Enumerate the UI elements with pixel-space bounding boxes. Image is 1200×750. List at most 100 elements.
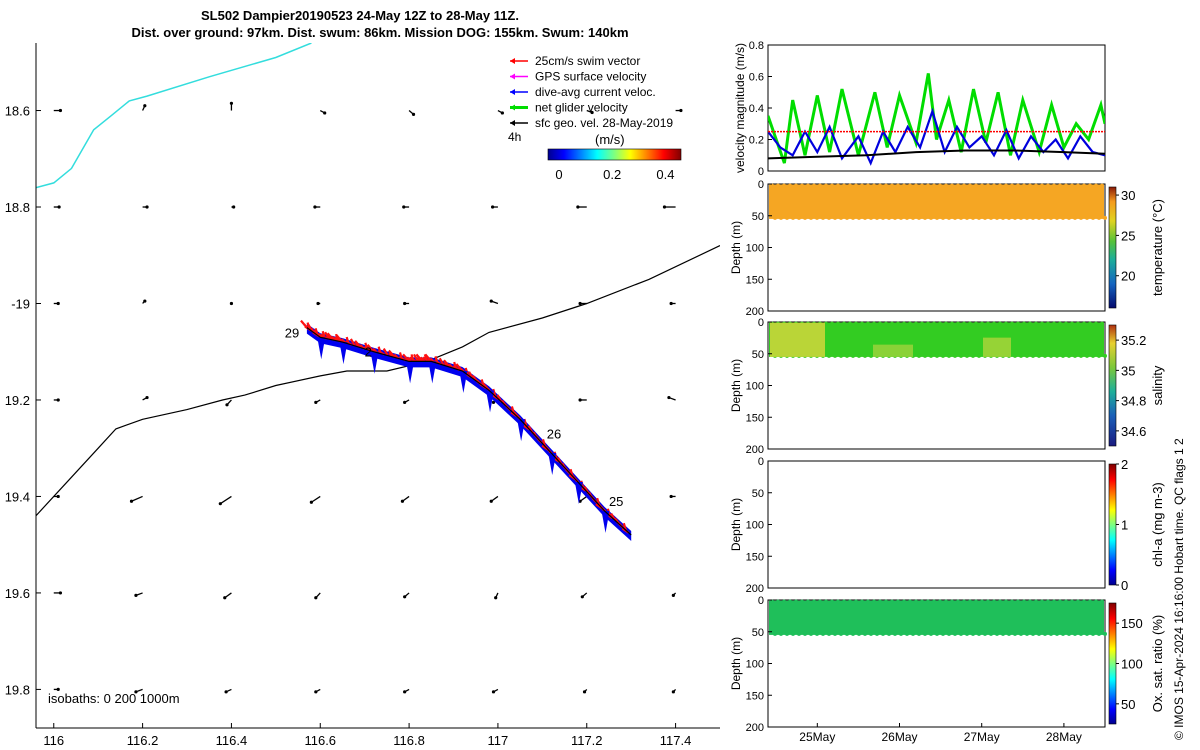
depth-data-dot (1103, 215, 1107, 220)
depth-data-dot (818, 183, 822, 188)
depth-data-dot (806, 183, 810, 188)
depth-data-dot (914, 183, 918, 188)
colorbar-tick-label: 20 (1121, 269, 1135, 284)
depth-data-dot (818, 599, 822, 604)
depth-data-dot (905, 631, 909, 636)
depth-data-dot (836, 321, 840, 326)
depth-data-dot (896, 599, 900, 604)
depth-data-dot (911, 631, 915, 636)
depth-data-dot (797, 215, 801, 220)
depth-data-dot (848, 321, 852, 326)
date-x-tick-label: 28May (1046, 730, 1082, 744)
day-label: 26 (547, 427, 561, 442)
depth-data-dot (944, 599, 948, 604)
depth-y-tick-label: 100 (746, 243, 764, 255)
depth-data-dot (992, 599, 996, 604)
depth-data-dot (902, 183, 906, 188)
depth-data-dot (908, 321, 912, 326)
depth-y-tick-label: 150 (746, 551, 764, 563)
panel-colorbar (1108, 602, 1117, 725)
surface-vel-arrow-head (667, 395, 671, 400)
surface-vel-arrow-head (56, 301, 60, 306)
depth-data-dot (854, 183, 858, 188)
depth-data-dot (1028, 599, 1032, 604)
depth-data-dot (1010, 321, 1014, 326)
colorbar-tick-label: 2 (1121, 457, 1128, 472)
depth-data-dot (800, 599, 804, 604)
colorbar-tick-label: 0 (555, 167, 562, 182)
surface-vel-arrow-head (578, 398, 582, 402)
velocity-plot-area (768, 73, 1105, 166)
depth-data-dot (866, 321, 870, 326)
depth-y-tick-label: 150 (746, 412, 764, 424)
depth-data-dot (956, 321, 960, 326)
depth-data-dot (1052, 321, 1056, 326)
depth-data-dot (926, 599, 930, 604)
depth-data-dot (965, 631, 969, 636)
depth-data-dot (875, 215, 879, 220)
surface-vel-arrow-head (56, 398, 60, 402)
depth-data-band (769, 184, 1104, 219)
depth-data-dot (821, 631, 825, 636)
depth-data-dot (1100, 599, 1104, 604)
depth-data-dot (968, 321, 972, 326)
depth-data-dot (1016, 183, 1020, 188)
depth-data-dot (1058, 183, 1062, 188)
depth-data-dot (938, 321, 942, 326)
depth-data-dot (1004, 321, 1008, 326)
depth-data-dot (1079, 631, 1083, 636)
depth-data-dot (794, 183, 798, 188)
colorbar-tick-label: 0 (1121, 578, 1128, 593)
depth-data-dot (974, 321, 978, 326)
surface-vel-arrow (219, 495, 232, 505)
depth-data-dot (875, 631, 879, 636)
depth-data-dot (920, 599, 924, 604)
depth-data-dot (983, 631, 987, 636)
depth-data-dot (872, 183, 876, 188)
depth-data-dot (860, 183, 864, 188)
swim-vector (422, 356, 430, 363)
depth-data-dot (1061, 631, 1065, 636)
colorbar-axis-label: chl-a (mg m-3) (1150, 482, 1165, 567)
swim-vector (354, 340, 362, 349)
depth-data-dot (986, 599, 990, 604)
depth-data-dot (1079, 353, 1083, 358)
depth-data-dot (1025, 631, 1029, 636)
swim-vector (409, 356, 417, 363)
surface-vel-arrow-head (58, 591, 63, 595)
salinity-patch (770, 322, 825, 357)
depth-data-dot (890, 183, 894, 188)
depth-data-dot (782, 183, 786, 188)
isobaths-label: isobaths: 0 200 1000m (48, 691, 180, 706)
depth-data-dot (1001, 215, 1005, 220)
surface-vel-arrow-head (218, 502, 222, 506)
depth-data-dot (1025, 215, 1029, 220)
depth-data-dot (803, 631, 807, 636)
surface-vel-arrow-head (669, 301, 673, 306)
depth-data-dot (965, 215, 969, 220)
depth-data-dot (1070, 183, 1074, 188)
depth-data-dot (1049, 631, 1053, 636)
velocity-series-line (768, 107, 1105, 166)
depth-data-dot (869, 215, 873, 220)
depth-data-dot (986, 183, 990, 188)
y-tick-label: 19.8 (5, 682, 30, 697)
depth-data-dot (845, 215, 849, 220)
depth-data-dot (848, 183, 852, 188)
depth-data-dot (1070, 599, 1074, 604)
depth-data-dot (926, 321, 930, 326)
depth-data-dot (1076, 183, 1080, 188)
date-x-tick-label: 26May (881, 730, 917, 744)
depth-y-tick-label: 0 (758, 317, 764, 329)
depth-y-tick-label: 100 (746, 659, 764, 671)
depth-data-dot (824, 599, 828, 604)
swim-vector (406, 356, 413, 363)
depth-data-dot (860, 321, 864, 326)
depth-data-dot (971, 631, 975, 636)
depth-y-tick-label: 150 (746, 274, 764, 286)
depth-y-tick-label: 200 (746, 583, 764, 595)
depth-data-dot (866, 183, 870, 188)
dive-avg-current-swath (306, 323, 632, 541)
depth-data-dot (941, 215, 945, 220)
depth-data-dot (929, 215, 933, 220)
